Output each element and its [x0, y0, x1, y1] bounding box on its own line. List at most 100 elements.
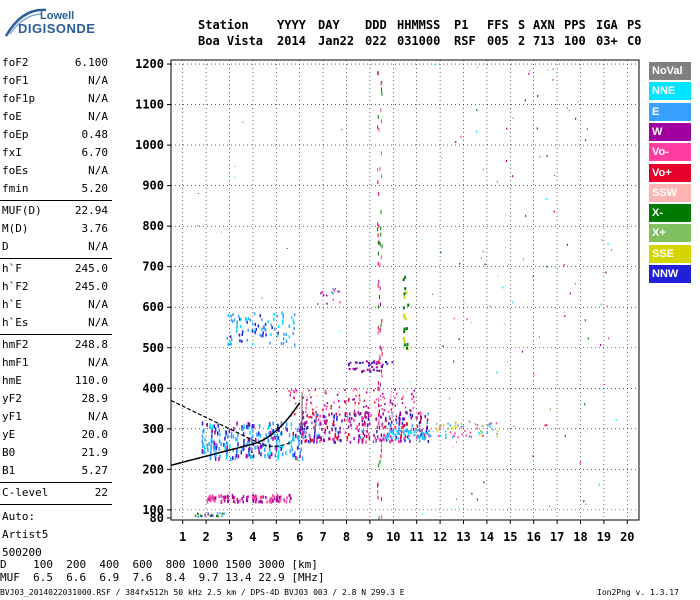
- echo-point: [333, 423, 335, 427]
- x-tick-label: 13: [456, 530, 470, 544]
- echo-point: [402, 395, 404, 398]
- echo-point: [274, 453, 277, 458]
- echo-point: [279, 500, 281, 503]
- echo-point: [402, 430, 405, 433]
- echo-point: [377, 251, 379, 256]
- echo-point: [358, 413, 361, 416]
- echo-point: [482, 250, 484, 253]
- echo-point: [462, 425, 464, 428]
- echo-point: [282, 315, 284, 319]
- echo-point: [416, 434, 419, 437]
- echo-point: [380, 369, 382, 374]
- echo-point: [394, 388, 396, 391]
- echo-point: [197, 515, 200, 518]
- echo-point: [388, 421, 390, 425]
- echo-point: [236, 323, 238, 327]
- echo-point: [280, 421, 283, 425]
- echo-point: [257, 433, 259, 438]
- echo-point: [548, 505, 550, 507]
- echo-point: [334, 427, 337, 431]
- echo-point: [295, 391, 297, 394]
- echo-point: [273, 312, 275, 316]
- echo-point: [213, 424, 215, 429]
- echo-point: [584, 319, 586, 322]
- echo-point: [308, 393, 311, 396]
- echo-point: [204, 437, 206, 442]
- echo-point: [247, 317, 250, 321]
- echo-point: [233, 427, 235, 431]
- echo-point: [505, 246, 507, 248]
- echo-point: [323, 389, 325, 392]
- param-row: hmE 110.0: [2, 373, 110, 389]
- echo-point: [296, 390, 298, 393]
- echo-point: [399, 439, 402, 443]
- echo-point: [206, 443, 209, 448]
- echo-point: [265, 333, 267, 337]
- echo-point: [356, 427, 358, 431]
- echo-point: [208, 497, 210, 501]
- y-tick-label: 1200: [135, 57, 164, 71]
- echo-point: [399, 417, 401, 421]
- echo-point: [476, 427, 478, 430]
- header-label: FFS: [487, 18, 509, 32]
- echo-point: [302, 436, 305, 440]
- echo-point: [380, 323, 382, 328]
- echo-point: [383, 397, 386, 400]
- echo-point: [401, 426, 403, 430]
- echo-point: [353, 412, 355, 415]
- echo-point: [322, 294, 325, 297]
- echo-point: [386, 436, 389, 438]
- echo-point: [272, 499, 274, 503]
- param-row: foF1p N/A: [2, 91, 110, 107]
- echo-point: [529, 70, 531, 72]
- echo-point: [207, 447, 209, 452]
- echo-point: [220, 441, 222, 446]
- echo-point: [337, 431, 340, 435]
- x-tick-label: 1: [179, 530, 186, 544]
- echo-point: [532, 455, 534, 458]
- echo-point: [247, 421, 249, 426]
- echo-point: [585, 139, 587, 142]
- echo-point: [282, 342, 285, 345]
- echo-point: [427, 412, 429, 416]
- header-value: C0: [627, 34, 642, 48]
- echo-point: [380, 433, 382, 438]
- echo-point: [305, 402, 308, 405]
- echo-point: [410, 393, 413, 396]
- echo-point: [439, 428, 441, 431]
- echo-point: [379, 345, 381, 350]
- echo-point: [252, 495, 254, 499]
- echo-point: [347, 400, 350, 402]
- param-name: B0: [2, 446, 16, 459]
- echo-point: [382, 396, 385, 398]
- echo-point: [563, 264, 565, 267]
- echo-point: [211, 425, 214, 430]
- echo-point: [233, 318, 236, 322]
- echo-point: [296, 446, 299, 451]
- echo-point: [420, 435, 423, 438]
- echo-point: [404, 439, 406, 443]
- echo-point: [289, 500, 291, 504]
- param-name: hmE: [2, 374, 22, 387]
- panel-separator: [0, 334, 112, 335]
- echo-point: [203, 450, 205, 455]
- echo-point: [397, 428, 400, 432]
- echo-point: [366, 388, 368, 391]
- echo-point: [424, 432, 427, 435]
- echo-point: [399, 414, 401, 417]
- echo-point: [315, 417, 317, 421]
- echo-point: [537, 95, 539, 98]
- echo-point: [404, 317, 407, 321]
- echo-point: [272, 436, 274, 441]
- param-name: foE: [2, 110, 22, 123]
- echo-point: [252, 498, 254, 502]
- echo-point: [468, 435, 471, 438]
- echo-point: [230, 318, 233, 322]
- echo-point: [254, 445, 256, 450]
- echo-point: [413, 431, 416, 434]
- echo-point: [286, 248, 288, 249]
- echo-point: [217, 431, 219, 436]
- echo-point: [456, 441, 457, 443]
- echo-point: [300, 439, 303, 444]
